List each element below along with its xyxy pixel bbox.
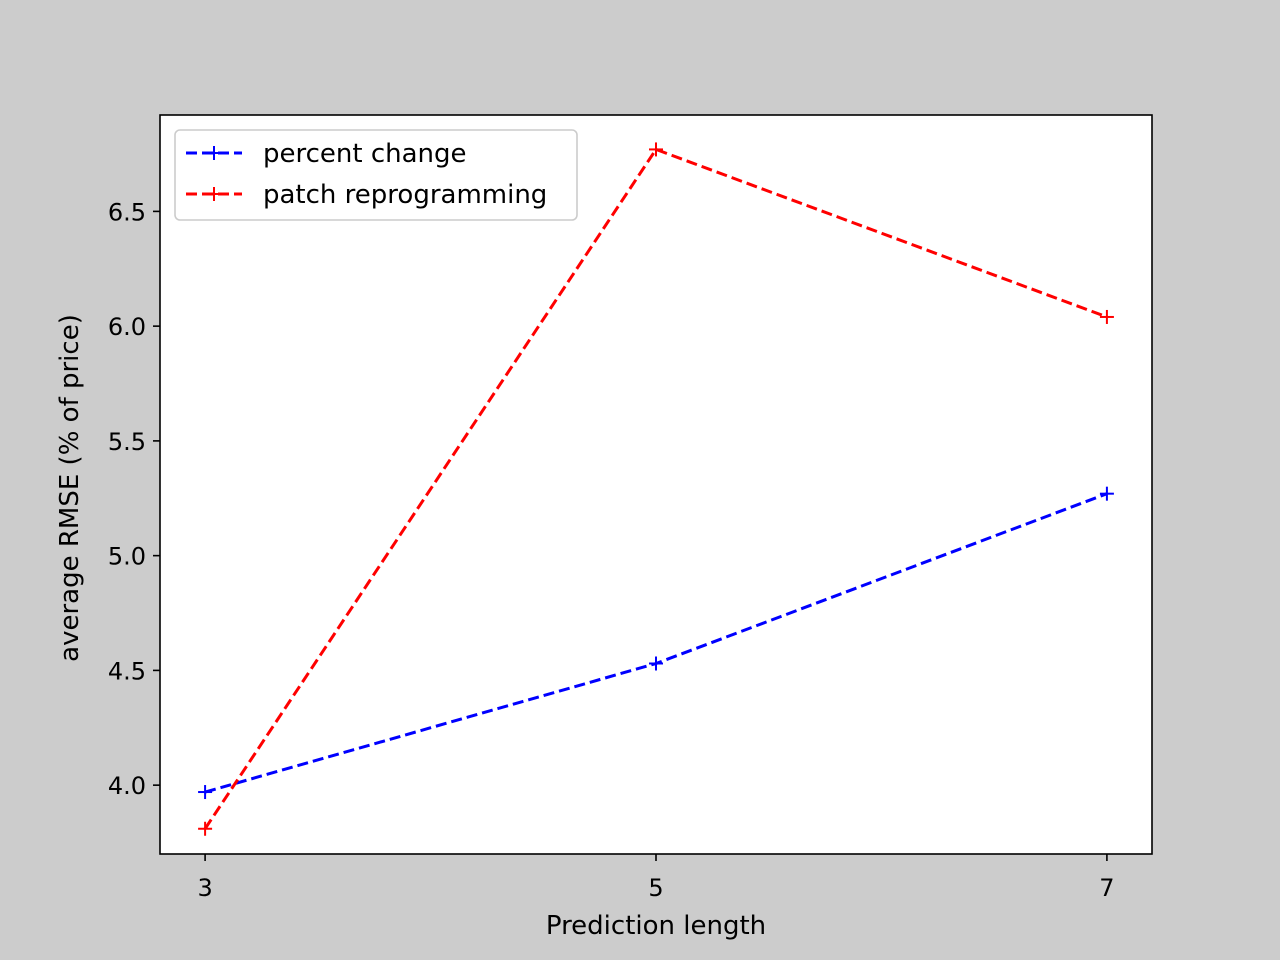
x-tick-label: 5 [648, 874, 663, 902]
data-point-percent-change [1099, 486, 1114, 501]
data-point-percent-change [198, 785, 213, 800]
y-tick-label: 4.0 [108, 772, 146, 800]
x-tick-label: 3 [197, 874, 212, 902]
y-axis-ticks: 4.0 4.5 5.0 5.5 6.0 6.5 [108, 198, 160, 800]
legend: percent change patch reprogramming [174, 129, 578, 221]
data-point-patch-reprogramming [1099, 309, 1114, 324]
y-axis-label: average RMSE (% of price) [55, 314, 85, 662]
x-axis-ticks: 3 5 7 [197, 854, 1115, 902]
legend-box [174, 129, 578, 221]
legend-entries: percent change patch reprogramming [186, 139, 547, 210]
x-tick-label: 7 [1099, 874, 1114, 902]
data-point-percent-change [649, 656, 663, 671]
plot-area [160, 115, 1152, 854]
legend-marker-patch-reprogramming [207, 187, 221, 201]
y-tick-label: 4.5 [108, 657, 146, 685]
data-point-patch-reprogramming [649, 142, 663, 157]
data-point-patch-reprogramming [198, 821, 213, 836]
y-tick-label: 5.5 [108, 428, 146, 456]
x-axis-label: Prediction length [546, 911, 766, 941]
y-tick-label: 6.5 [108, 198, 146, 226]
y-tick-label: 5.0 [108, 543, 146, 571]
y-tick-label: 6.0 [108, 313, 146, 341]
legend-label-percent-change: percent change [263, 139, 467, 169]
legend-label-patch-reprogramming: patch reprogramming [263, 180, 547, 210]
series-layer [198, 142, 1114, 836]
legend-marker-percent-change [207, 146, 221, 160]
series-line-patch-reprogramming [203, 147, 1108, 830]
